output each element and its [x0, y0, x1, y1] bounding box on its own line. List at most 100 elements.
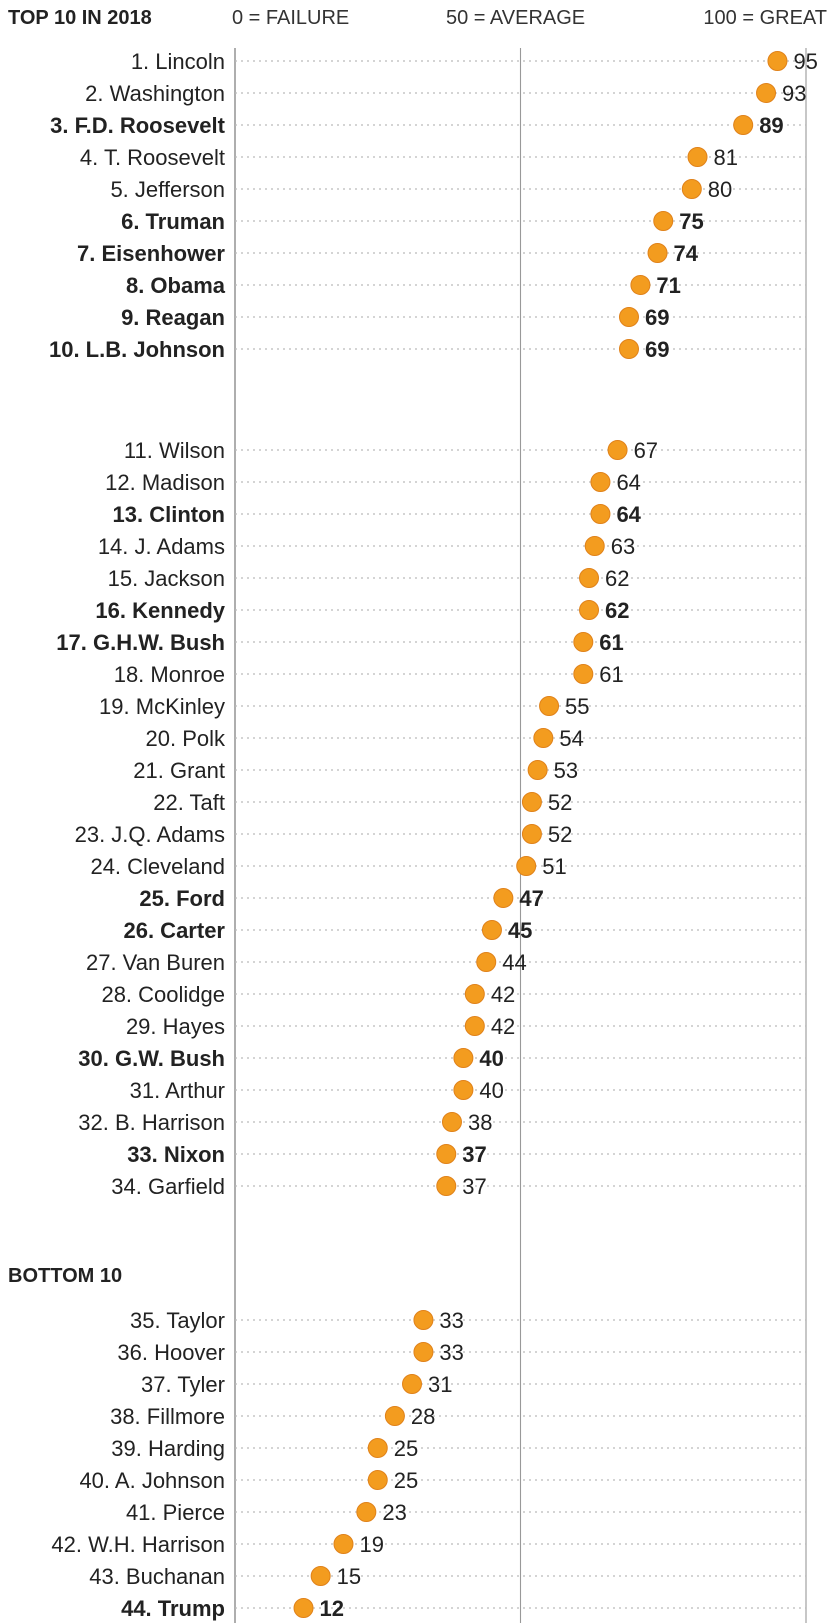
score-value-label: 71: [656, 273, 680, 298]
row-lincoln: 1. Lincoln 95: [131, 49, 818, 74]
score-dot: [402, 1374, 423, 1394]
row-label: 34. Garfield: [111, 1174, 225, 1199]
score-dot: [527, 760, 548, 780]
row-w-h-harrison: 42. W.H. Harrison 19: [51, 1532, 806, 1557]
row-label: 21. Grant: [133, 758, 225, 783]
score-dot: [436, 1144, 457, 1164]
score-value-label: 47: [519, 886, 543, 911]
score-dot: [630, 275, 651, 295]
row-label: 13. Clinton: [113, 502, 225, 527]
scale-label-failure: 0 = FAILURE: [232, 7, 349, 29]
row-eisenhower: 7. Eisenhower 74: [77, 241, 806, 266]
row-label: 24. Cleveland: [90, 854, 225, 879]
score-value-label: 40: [479, 1046, 503, 1071]
score-value-label: 75: [679, 209, 703, 234]
score-dot: [539, 696, 560, 716]
score-value-label: 80: [708, 177, 732, 202]
score-dot: [333, 1534, 354, 1554]
score-value-label: 33: [439, 1340, 463, 1365]
row-taylor: 35. Taylor 33: [130, 1308, 806, 1333]
row-label: 22. Taft: [153, 790, 225, 815]
score-value-label: 37: [462, 1174, 486, 1199]
row-label: 15. Jackson: [108, 566, 225, 591]
score-value-label: 28: [411, 1404, 435, 1429]
row-label: 16. Kennedy: [95, 598, 225, 623]
row-hoover: 36. Hoover 33: [117, 1340, 806, 1365]
score-value-label: 44: [502, 950, 526, 975]
row-label: 33. Nixon: [127, 1142, 225, 1167]
row-label: 32. B. Harrison: [78, 1110, 225, 1135]
score-dot: [681, 179, 702, 199]
score-dot: [516, 856, 537, 876]
score-value-label: 19: [359, 1532, 383, 1557]
score-dot: [453, 1080, 474, 1100]
row-label: 41. Pierce: [126, 1500, 225, 1525]
row-fillmore: 38. Fillmore 28: [110, 1404, 806, 1429]
score-value-label: 67: [634, 438, 658, 463]
row-label: 30. G.W. Bush: [78, 1046, 225, 1071]
row-label: 20. Polk: [146, 726, 226, 751]
row-clinton: 13. Clinton 64: [113, 502, 806, 527]
row-label: 38. Fillmore: [110, 1404, 225, 1429]
score-dot: [573, 632, 594, 652]
row-label: 28. Coolidge: [101, 982, 225, 1007]
score-value-label: 25: [394, 1468, 418, 1493]
score-value-label: 31: [428, 1372, 452, 1397]
score-value-label: 61: [599, 630, 623, 655]
score-dot: [413, 1342, 434, 1362]
row-label: 18. Monroe: [114, 662, 225, 687]
score-dot: [756, 83, 777, 103]
score-dot: [687, 147, 708, 167]
row-reagan: 9. Reagan 69: [121, 305, 806, 330]
row-cleveland: 24. Cleveland 51: [90, 854, 806, 879]
score-dot: [521, 824, 542, 844]
row-label: 11. Wilson: [124, 438, 225, 463]
row-b-harrison: 32. B. Harrison 38: [78, 1110, 806, 1135]
score-value-label: 33: [439, 1308, 463, 1333]
score-dot: [441, 1112, 462, 1132]
score-value-label: 53: [554, 758, 578, 783]
axis-lines: [234, 48, 807, 1623]
score-dot: [607, 440, 628, 460]
score-value-label: 51: [542, 854, 566, 879]
top-ten-title: TOP 10 IN 2018: [8, 7, 152, 29]
row-kennedy: 16. Kennedy 62: [95, 598, 806, 623]
score-dot: [476, 952, 497, 972]
score-dot: [584, 536, 605, 556]
row-label: 26. Carter: [123, 918, 225, 943]
row-label: 36. Hoover: [117, 1340, 225, 1365]
score-dot: [733, 115, 754, 135]
score-dot: [436, 1176, 457, 1196]
chart-rows: 1. Lincoln 95 2. Washington 93 3. F.D. Roose…: [49, 49, 818, 1621]
row-label: 8. Obama: [126, 273, 226, 298]
row-label: 37. Tyler: [141, 1372, 225, 1397]
row-mckinley: 19. McKinley 55: [99, 694, 806, 719]
row-washington: 2. Washington 93: [85, 81, 806, 106]
row-harding: 39. Harding 25: [111, 1436, 806, 1461]
row-garfield: 34. Garfield 37: [111, 1174, 806, 1199]
row-label: 12. Madison: [105, 470, 225, 495]
score-value-label: 81: [714, 145, 738, 170]
score-value-label: 62: [605, 566, 629, 591]
score-dot: [367, 1470, 388, 1490]
score-dot: [453, 1048, 474, 1068]
score-dot: [653, 211, 674, 231]
row-label: 35. Taylor: [130, 1308, 225, 1333]
score-value-label: 64: [616, 502, 641, 527]
score-dot: [464, 1016, 485, 1036]
score-value-label: 12: [320, 1596, 344, 1621]
score-dot: [367, 1438, 388, 1458]
row-g-w-bush: 30. G.W. Bush 40: [78, 1046, 806, 1071]
score-dot: [356, 1502, 377, 1522]
row-ford: 25. Ford 47: [139, 886, 806, 911]
score-value-label: 23: [382, 1500, 406, 1525]
score-value-label: 45: [508, 918, 532, 943]
row-label: 3. F.D. Roosevelt: [50, 113, 226, 138]
score-value-label: 61: [599, 662, 623, 687]
score-dot: [521, 792, 542, 812]
row-taft: 22. Taft 52: [153, 790, 806, 815]
score-value-label: 69: [645, 337, 669, 362]
score-value-label: 52: [548, 822, 572, 847]
score-dot: [481, 920, 502, 940]
row-label: 23. J.Q. Adams: [75, 822, 225, 847]
